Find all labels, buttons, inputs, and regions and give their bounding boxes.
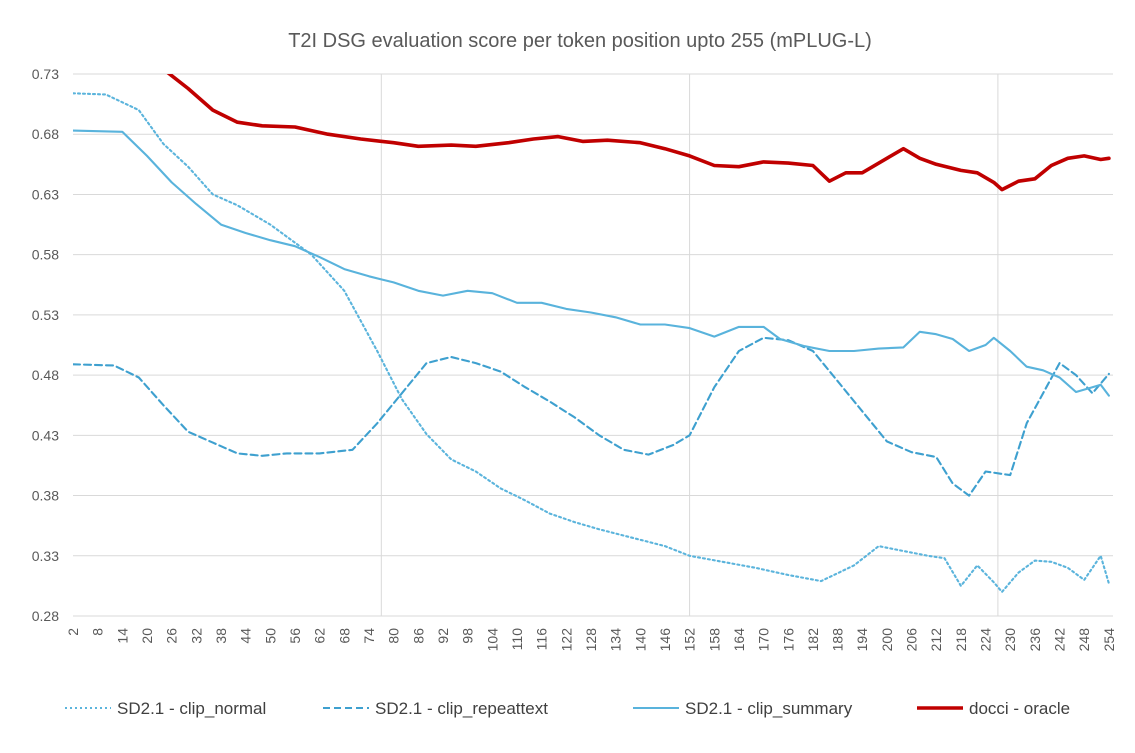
y-tick-label: 0.48 [32,367,59,383]
x-tick-label: 80 [386,628,402,644]
y-tick-label: 0.43 [32,427,59,443]
x-tick-label: 236 [1027,628,1043,652]
x-tick-label: 14 [114,628,130,644]
x-tick-label: 242 [1052,628,1068,652]
x-tick-label: 182 [805,628,821,652]
x-tick-label: 200 [879,628,895,652]
x-tick-label: 194 [854,628,870,652]
y-tick-label: 0.63 [32,186,59,202]
series-line-docci-oracle [166,74,1111,192]
x-tick-label: 146 [657,628,673,652]
x-tick-label: 206 [904,628,920,652]
x-tick-label: 20 [139,628,155,644]
x-tick-label: 188 [830,628,846,652]
x-tick-label: 164 [731,628,747,652]
x-tick-label: 128 [583,628,599,652]
x-tick-label: 2 [65,628,81,636]
x-tick-label: 122 [558,628,574,652]
series-line-sd2-1-clip-normal [73,92,1110,593]
x-axis: 2 8 14 20 26 32 38 44 50 56 62 68 74 80 86 92 98 104 110 11… [65,615,1117,652]
gridlines [73,73,1113,617]
x-tick-label: 224 [978,628,994,652]
legend-label: SD2.1 - clip_summary [685,699,853,718]
y-tick-label: 0.58 [32,247,59,263]
x-tick-label: 26 [164,628,180,644]
x-tick-label: 254 [1101,628,1117,652]
x-tick-label: 170 [756,628,772,652]
x-tick-label: 32 [188,628,204,644]
x-tick-label: 116 [534,628,550,651]
y-tick-label: 0.53 [32,307,59,323]
series-line-sd2-1-clip-repeattext [73,336,1110,497]
x-tick-label: 212 [928,628,944,652]
x-tick-label: 92 [435,628,451,644]
chart-title: T2I DSG evaluation score per token posit… [288,30,872,52]
x-tick-label: 134 [608,628,624,652]
legend-label: SD2.1 - clip_repeattext [375,699,548,718]
x-tick-label: 248 [1076,628,1092,652]
legend: SD2.1 - clip_normal SD2.1 - clip_repeatte… [65,699,1070,718]
legend-label: SD2.1 - clip_normal [117,699,266,718]
y-tick-label: 0.33 [32,548,59,564]
x-tick-label: 44 [238,628,254,644]
x-tick-label: 218 [953,628,969,652]
x-tick-label: 50 [262,628,278,644]
x-tick-label: 56 [287,628,303,644]
x-tick-label: 68 [336,628,352,644]
y-axis: 0.73 0.68 0.63 0.58 0.53 0.48 0.43 0.38 0.33 0.28 [32,66,59,624]
y-tick-label: 0.28 [32,608,59,624]
x-tick-label: 140 [632,628,648,652]
x-tick-label: 110 [509,628,525,651]
x-tick-label: 176 [780,628,796,652]
x-tick-label: 230 [1002,628,1018,652]
x-tick-label: 74 [361,628,377,644]
legend-label: docci - oracle [969,699,1070,718]
x-tick-label: 38 [213,628,229,644]
x-tick-label: 98 [460,628,476,644]
y-tick-label: 0.73 [32,66,59,82]
x-tick-label: 104 [484,628,500,652]
x-tick-label: 62 [312,628,328,644]
plot-series [73,74,1111,593]
x-tick-label: 158 [706,628,722,652]
y-tick-label: 0.68 [32,126,59,142]
x-tick-label: 86 [410,628,426,644]
series-line-sd2-1-clip-summary [73,129,1110,397]
x-tick-label: 152 [682,628,698,652]
x-tick-label: 8 [90,628,106,636]
y-tick-label: 0.38 [32,488,59,504]
